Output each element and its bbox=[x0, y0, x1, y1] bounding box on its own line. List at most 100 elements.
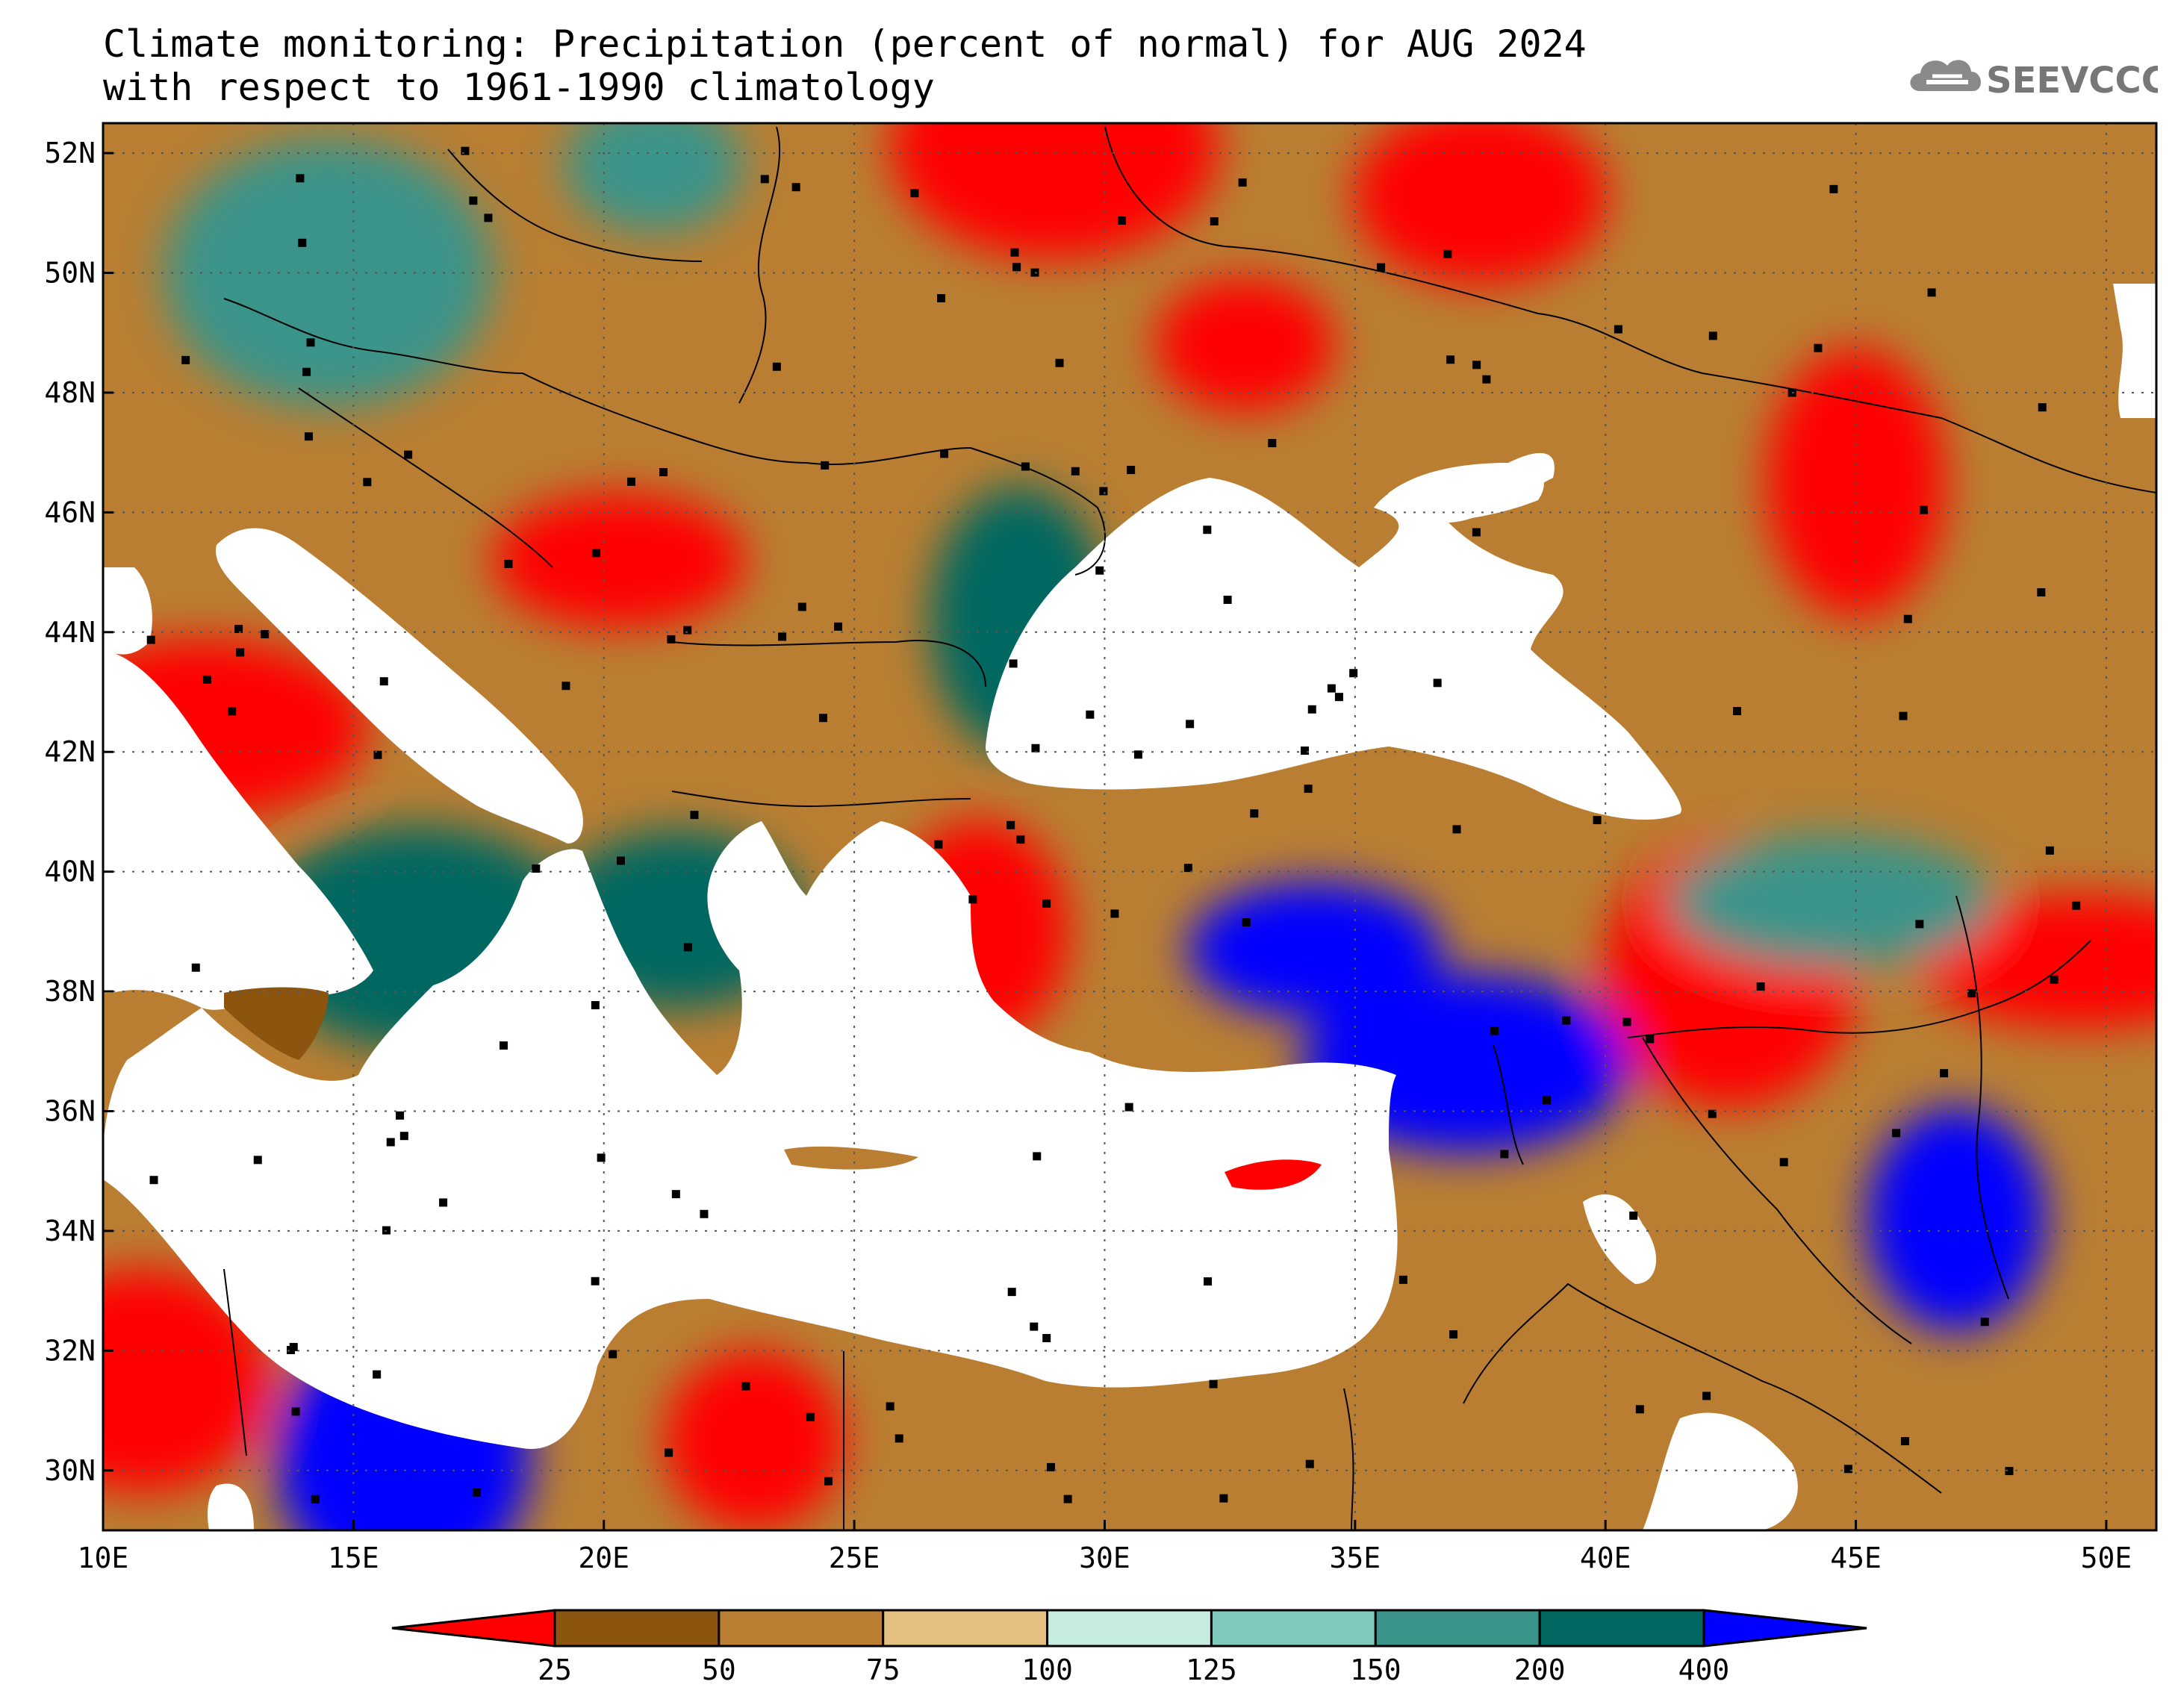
syria-nodata bbox=[1583, 1194, 1657, 1284]
station-marker bbox=[591, 1001, 600, 1010]
station-marker bbox=[2050, 975, 2059, 984]
station-marker bbox=[1071, 467, 1080, 476]
station-marker bbox=[1033, 1152, 1042, 1161]
station-marker bbox=[1398, 1275, 1407, 1284]
colorbar-swatch bbox=[1538, 1609, 1705, 1648]
station-marker bbox=[1899, 711, 1908, 720]
station-marker bbox=[1708, 1109, 1717, 1118]
lon-tick-label: 10E bbox=[78, 1542, 129, 1574]
station-marker bbox=[1915, 920, 1924, 929]
station-marker bbox=[386, 1138, 395, 1147]
station-marker bbox=[296, 174, 305, 183]
station-marker bbox=[472, 1488, 481, 1497]
colorbar-swatch bbox=[553, 1609, 721, 1648]
colorbar-swatch bbox=[1374, 1609, 1541, 1648]
country-borders bbox=[223, 126, 2156, 1530]
station-marker bbox=[894, 1434, 903, 1443]
station-marker bbox=[1099, 487, 1108, 496]
station-marker bbox=[1204, 1277, 1213, 1286]
station-marker bbox=[1086, 710, 1095, 719]
colorbar-swatch bbox=[1210, 1609, 1377, 1648]
lat-tick-label: 48N bbox=[44, 376, 96, 409]
station-marker bbox=[683, 943, 692, 952]
station-marker bbox=[404, 450, 413, 459]
lon-tick-label: 50E bbox=[2081, 1542, 2132, 1574]
station-marker bbox=[1042, 899, 1051, 908]
map-title-line2: with respect to 1961-1990 climatology bbox=[103, 66, 935, 109]
precip-region-iraq-wet bbox=[1866, 1106, 2046, 1331]
precip-region-libya-east-dry bbox=[664, 1350, 844, 1530]
station-marker bbox=[616, 856, 625, 865]
station-marker bbox=[886, 1402, 894, 1411]
colorbar-swatch bbox=[718, 1609, 885, 1648]
station-markers bbox=[146, 146, 2081, 1503]
station-marker bbox=[806, 1412, 815, 1421]
station-marker bbox=[146, 635, 155, 644]
lat-tick-label: 36N bbox=[44, 1095, 96, 1128]
lat-tick-label: 42N bbox=[44, 735, 96, 768]
station-marker bbox=[1030, 268, 1039, 277]
station-marker bbox=[1203, 526, 1212, 534]
station-marker bbox=[1562, 1016, 1571, 1025]
black-sea bbox=[986, 452, 1681, 820]
station-marker bbox=[818, 714, 827, 723]
station-marker bbox=[1030, 1322, 1039, 1331]
station-marker bbox=[561, 682, 570, 691]
station-marker bbox=[469, 196, 478, 205]
logo-text: SEEVCCC bbox=[1986, 60, 2158, 102]
east-edge-nodata bbox=[2113, 284, 2156, 418]
station-marker bbox=[1443, 249, 1452, 258]
station-marker bbox=[591, 549, 600, 558]
station-marker bbox=[772, 362, 781, 371]
station-marker bbox=[1250, 809, 1259, 818]
station-marker bbox=[399, 1132, 408, 1141]
adriatic-sea bbox=[216, 528, 583, 844]
station-marker bbox=[373, 750, 382, 759]
station-marker bbox=[149, 1176, 158, 1185]
station-marker bbox=[1967, 989, 1976, 998]
station-marker bbox=[236, 648, 245, 657]
station-marker bbox=[379, 677, 388, 686]
station-marker bbox=[1843, 1465, 1852, 1474]
lat-tick-label: 38N bbox=[44, 975, 96, 1008]
map-title-line1: Climate monitoring: Precipitation (perce… bbox=[103, 22, 1587, 66]
colorbar-label: 75 bbox=[866, 1654, 900, 1686]
station-marker bbox=[778, 632, 787, 641]
lat-tick-label: 52N bbox=[44, 137, 96, 169]
station-marker bbox=[1377, 263, 1386, 272]
station-marker bbox=[1903, 614, 1912, 623]
precip-region-central-anatolia-wet bbox=[1188, 882, 1443, 1017]
station-marker bbox=[683, 626, 692, 635]
lon-tick-label: 35E bbox=[1330, 1542, 1381, 1574]
station-marker bbox=[1593, 816, 1602, 825]
station-marker bbox=[396, 1111, 405, 1120]
station-marker bbox=[934, 840, 943, 849]
station-marker bbox=[1012, 263, 1021, 272]
station-marker bbox=[373, 1370, 382, 1379]
lon-tick-label: 30E bbox=[1079, 1542, 1130, 1574]
station-marker bbox=[2038, 403, 2047, 412]
colorbar-swatch bbox=[882, 1609, 1049, 1648]
map-frame bbox=[102, 122, 2158, 1532]
station-marker bbox=[1210, 216, 1219, 225]
ligurian-sea bbox=[103, 567, 152, 655]
station-marker bbox=[1327, 684, 1336, 693]
station-marker bbox=[700, 1209, 709, 1218]
sea-mask bbox=[103, 284, 2156, 1530]
station-marker bbox=[910, 189, 919, 198]
station-marker bbox=[626, 477, 635, 486]
station-marker bbox=[191, 963, 200, 972]
lat-tick-label: 34N bbox=[44, 1215, 96, 1247]
station-marker bbox=[1702, 1391, 1711, 1400]
station-marker bbox=[1010, 248, 1019, 257]
sicily bbox=[224, 987, 329, 1060]
station-marker bbox=[667, 635, 676, 643]
colorbar-label: 400 bbox=[1678, 1654, 1730, 1686]
colorbar: 25 50 75 100 125 150 200 400 bbox=[391, 1609, 1867, 1686]
colorbar-label: 50 bbox=[702, 1654, 736, 1686]
station-marker bbox=[1900, 1437, 1909, 1446]
station-marker bbox=[1219, 1494, 1228, 1503]
cyprus bbox=[1225, 1159, 1322, 1190]
station-marker bbox=[760, 175, 769, 184]
precip-region-ukraine-north-dry bbox=[1353, 123, 1608, 285]
